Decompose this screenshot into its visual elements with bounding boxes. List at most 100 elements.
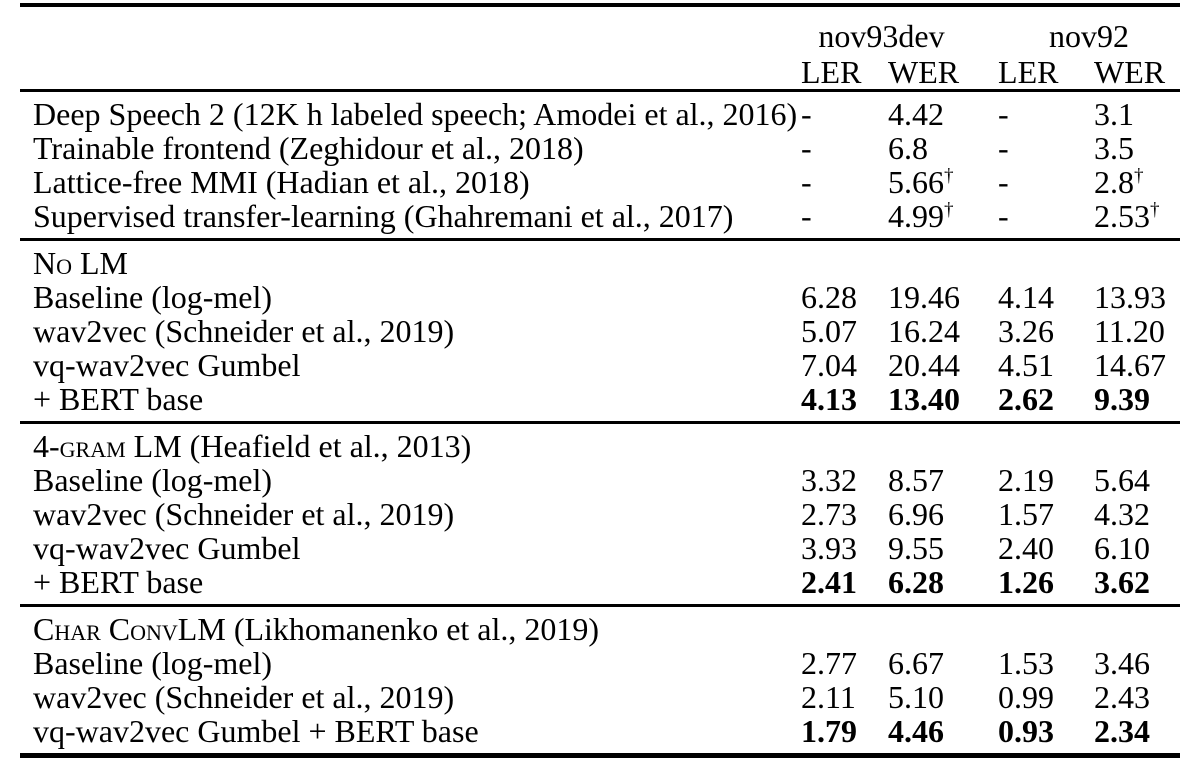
value-cell: - xyxy=(801,130,812,166)
value-cell: 4.13 xyxy=(801,381,857,417)
value-cell: 4.46 xyxy=(888,713,944,749)
value-cell: 2.11 xyxy=(801,679,856,715)
table-row: wav2vec (Schneider et al., 2019) 2.11 5.10… xyxy=(20,680,1180,714)
dataset-group-row: nov93dev nov92 xyxy=(20,5,1180,53)
dagger-superscript: † xyxy=(944,165,954,187)
value-cell: 14.67 xyxy=(1094,347,1167,383)
table-row: vq-wav2vec Gumbel 3.93 9.55 2.40 6.10 xyxy=(20,531,1180,565)
table-row: + BERT base 2.41 6.28 1.26 3.62 xyxy=(20,565,1180,606)
section-title-smallcaps: 4-gram LM xyxy=(33,428,182,464)
value-cell: 1.26 xyxy=(998,564,1055,600)
row-label: vq-wav2vec Gumbel xyxy=(33,530,301,566)
value-cell: 5.07 xyxy=(801,313,857,349)
value-cell: 2.41 xyxy=(801,564,857,600)
value-cell: 6.96 xyxy=(888,496,944,532)
value-cell: 6.10 xyxy=(1094,530,1151,566)
col-header-wer-nov93dev: WER xyxy=(888,54,960,90)
table-section: No LM Baseline (log-mel) 6.28 19.46 4.14 13.9… xyxy=(20,239,1181,423)
table-row: vq-wav2vec Gumbel 7.04 20.44 4.51 14.67 xyxy=(20,348,1180,382)
value-cell: 8.57 xyxy=(888,462,944,498)
row-label: Trainable frontend (Zeghidour et al., 20… xyxy=(33,130,584,166)
table-row: vq-wav2vec Gumbel + BERT base 1.79 4.46 0.9… xyxy=(20,714,1180,756)
row-label: + BERT base xyxy=(33,381,204,417)
row-label: Supervised transfer-learning (Ghahremani… xyxy=(33,198,734,234)
value-cell: 16.24 xyxy=(888,313,960,349)
value-cell: 20.44 xyxy=(888,347,960,383)
results-table: nov93dev nov92 LER WER LER WER Deep Spee… xyxy=(20,3,1181,758)
table-section: Char ConvLM (Likhomanenko et al., 2019) B… xyxy=(20,605,1181,756)
dagger-superscript: † xyxy=(1150,199,1160,221)
value-cell: 2.73 xyxy=(801,496,857,532)
value-cell: 4.42 xyxy=(888,96,944,132)
value-cell: 2.62 xyxy=(998,381,1055,417)
value-cell: 19.46 xyxy=(888,279,960,315)
value-cell: 3.62 xyxy=(1094,564,1151,600)
table-header: nov93dev nov92 LER WER LER WER xyxy=(20,5,1181,91)
row-label: Baseline (log-mel) xyxy=(33,645,273,681)
section-title-row: 4-gram LM (Heafield et al., 2013) xyxy=(20,423,1180,464)
value-cell: 5.66† xyxy=(888,164,954,200)
value-cell: 3.46 xyxy=(1094,645,1151,681)
value-cell: 3.5 xyxy=(1094,130,1135,166)
value-cell: 5.10 xyxy=(888,679,944,715)
value-cell: - xyxy=(998,198,1009,234)
value-cell: 6.28 xyxy=(888,564,944,600)
value-cell: 13.93 xyxy=(1094,279,1167,315)
value-cell: 13.40 xyxy=(888,381,960,417)
value-cell: 2.40 xyxy=(998,530,1055,566)
metric-header-row: LER WER LER WER xyxy=(20,53,1180,91)
col-group-nov92: nov92 xyxy=(1049,18,1130,54)
section-title: 4-gram LM (Heafield et al., 2013) xyxy=(20,423,1180,464)
value-cell: 6.8 xyxy=(888,130,928,166)
table-section: Deep Speech 2 (12K h labeled speech; Amo… xyxy=(20,91,1180,240)
row-label: Deep Speech 2 (12K h labeled speech; Amo… xyxy=(33,96,798,132)
value-cell: 0.99 xyxy=(998,679,1055,715)
value-cell: 3.32 xyxy=(801,462,857,498)
value-cell: - xyxy=(801,164,812,200)
table-row: wav2vec (Schneider et al., 2019) 5.07 16.2… xyxy=(20,314,1180,348)
value-cell: 9.55 xyxy=(888,530,944,566)
table-row: Baseline (log-mel) 6.28 19.46 4.14 13.93 xyxy=(20,280,1180,314)
table-row: Baseline (log-mel) 2.77 6.67 1.53 3.46 xyxy=(20,646,1180,680)
row-label: Baseline (log-mel) xyxy=(33,462,273,498)
value-cell: 4.99† xyxy=(888,198,954,234)
value-cell: - xyxy=(998,130,1009,166)
col-group-nov93dev: nov93dev xyxy=(818,18,945,54)
table-row: Baseline (log-mel) 3.32 8.57 2.19 5.64 xyxy=(20,463,1180,497)
table-row: Trainable frontend (Zeghidour et al., 20… xyxy=(20,131,1180,165)
col-header-ler-nov93dev: LER xyxy=(801,54,862,90)
dagger-superscript: † xyxy=(1134,165,1144,187)
dagger-superscript: † xyxy=(944,199,954,221)
value-cell: 3.26 xyxy=(998,313,1055,349)
table-row: Supervised transfer-learning (Ghahremani… xyxy=(20,199,1180,240)
value-cell: 6.67 xyxy=(888,645,944,681)
value-cell: - xyxy=(801,96,812,132)
row-label: vq-wav2vec Gumbel xyxy=(33,347,301,383)
section-title-row: Char ConvLM (Likhomanenko et al., 2019) xyxy=(20,606,1180,647)
value-cell: 11.20 xyxy=(1094,313,1165,349)
value-cell: 6.28 xyxy=(801,279,857,315)
value-cell: 3.93 xyxy=(801,530,857,566)
section-title-row: No LM xyxy=(20,240,1180,281)
table-row: Deep Speech 2 (12K h labeled speech; Amo… xyxy=(20,91,1180,132)
value-cell: 1.53 xyxy=(998,645,1055,681)
section-title-smallcaps: No LM xyxy=(33,245,128,281)
value-cell: 9.39 xyxy=(1094,381,1151,417)
value-cell: - xyxy=(801,198,812,234)
section-title-rest: (Likhomanenko et al., 2019) xyxy=(225,611,600,647)
value-cell: 1.57 xyxy=(998,496,1055,532)
header-spacer xyxy=(20,5,801,53)
section-title-smallcaps: Char ConvLM xyxy=(33,611,226,647)
row-label: vq-wav2vec Gumbel + BERT base xyxy=(33,713,479,749)
table-row: wav2vec (Schneider et al., 2019) 2.73 6.96… xyxy=(20,497,1180,531)
row-label: Baseline (log-mel) xyxy=(33,279,273,315)
value-cell: 2.19 xyxy=(998,462,1055,498)
value-cell: 1.79 xyxy=(801,713,857,749)
value-cell: 2.43 xyxy=(1094,679,1151,715)
header-spacer xyxy=(20,53,801,91)
row-label: wav2vec (Schneider et al., 2019) xyxy=(33,679,455,715)
value-cell: 2.77 xyxy=(801,645,857,681)
table-section: 4-gram LM (Heafield et al., 2013) Baselin… xyxy=(20,422,1181,606)
col-header-ler-nov92: LER xyxy=(998,54,1059,90)
value-cell: 4.14 xyxy=(998,279,1055,315)
